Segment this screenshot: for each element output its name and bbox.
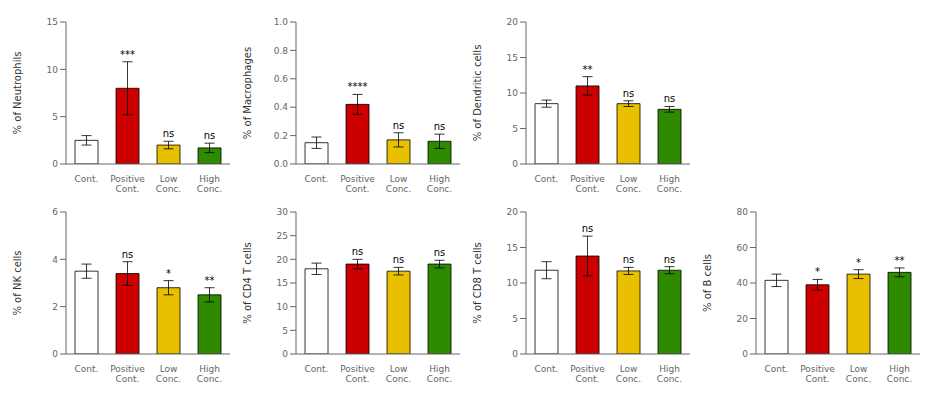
svg-text:80: 80 — [737, 207, 749, 217]
svg-text:20: 20 — [507, 17, 519, 27]
svg-text:% of Macrophages: % of Macrophages — [242, 47, 253, 139]
svg-text:15: 15 — [507, 53, 518, 63]
svg-text:ns: ns — [434, 121, 446, 132]
svg-text:ns: ns — [204, 130, 216, 141]
svg-text:****: **** — [348, 81, 368, 92]
svg-text:PositiveCont.: PositiveCont. — [570, 364, 605, 384]
svg-text:5: 5 — [512, 314, 518, 324]
svg-text:15: 15 — [507, 243, 518, 253]
svg-text:Cont.: Cont. — [535, 364, 559, 374]
svg-text:60: 60 — [737, 243, 749, 253]
svg-text:0.4: 0.4 — [274, 102, 289, 112]
svg-text:*: * — [856, 257, 861, 268]
svg-text:20: 20 — [277, 255, 289, 265]
svg-text:*: * — [166, 268, 171, 279]
svg-text:**: ** — [583, 64, 593, 75]
svg-text:30: 30 — [277, 207, 289, 217]
svg-text:ns: ns — [623, 254, 635, 265]
svg-text:ns: ns — [352, 246, 364, 257]
svg-text:Cont.: Cont. — [535, 174, 559, 184]
svg-text:% of NK cells: % of NK cells — [12, 250, 23, 315]
svg-text:0.2: 0.2 — [274, 131, 288, 141]
svg-text:5: 5 — [52, 112, 58, 122]
svg-text:10: 10 — [277, 302, 289, 312]
svg-text:ns: ns — [122, 249, 134, 260]
svg-text:25: 25 — [277, 231, 288, 241]
svg-text:PositiveCont.: PositiveCont. — [110, 364, 145, 384]
svg-text:PositiveCont.: PositiveCont. — [340, 364, 375, 384]
svg-text:PositiveCont.: PositiveCont. — [340, 174, 375, 194]
svg-text:10: 10 — [507, 278, 519, 288]
svg-text:HighConc.: HighConc. — [657, 364, 682, 384]
svg-text:LowConc.: LowConc. — [386, 174, 411, 194]
svg-text:0.6: 0.6 — [274, 74, 289, 84]
svg-text:ns: ns — [393, 120, 405, 131]
svg-text:15: 15 — [277, 278, 288, 288]
svg-text:HighConc.: HighConc. — [197, 364, 222, 384]
svg-text:Cont.: Cont. — [765, 364, 789, 374]
svg-text:HighConc.: HighConc. — [427, 174, 452, 194]
svg-text:4: 4 — [52, 255, 58, 265]
svg-text:0: 0 — [742, 349, 748, 359]
svg-text:ns: ns — [623, 88, 635, 99]
svg-text:% of CD4 T cells: % of CD4 T cells — [242, 242, 253, 323]
svg-text:LowConc.: LowConc. — [386, 364, 411, 384]
svg-text:% of CD8 T cells: % of CD8 T cells — [472, 242, 483, 323]
svg-text:40: 40 — [737, 278, 749, 288]
svg-text:ns: ns — [393, 254, 405, 265]
svg-text:0: 0 — [52, 349, 58, 359]
svg-text:Cont.: Cont. — [305, 174, 329, 184]
svg-text:2: 2 — [52, 302, 58, 312]
svg-text:*: * — [815, 266, 820, 277]
svg-text:0: 0 — [282, 349, 288, 359]
svg-text:ns: ns — [664, 93, 676, 104]
svg-text:Cont.: Cont. — [305, 364, 329, 374]
svg-text:20: 20 — [737, 314, 749, 324]
svg-text:Cont.: Cont. — [75, 174, 99, 184]
svg-text:ns: ns — [163, 128, 175, 139]
svg-text:PositiveCont.: PositiveCont. — [570, 174, 605, 194]
svg-text:0: 0 — [52, 159, 58, 169]
svg-text:6: 6 — [52, 207, 58, 217]
svg-text:ns: ns — [664, 254, 676, 265]
svg-text:5: 5 — [282, 326, 288, 336]
svg-text:**: ** — [205, 275, 215, 286]
svg-text:LowConc.: LowConc. — [616, 174, 641, 194]
svg-text:HighConc.: HighConc. — [657, 174, 682, 194]
svg-text:5: 5 — [512, 124, 518, 134]
svg-text:HighConc.: HighConc. — [197, 174, 222, 194]
svg-text:20: 20 — [507, 207, 519, 217]
svg-text:ns: ns — [582, 223, 594, 234]
svg-text:10: 10 — [507, 88, 519, 98]
svg-text:ns: ns — [434, 247, 446, 258]
svg-text:1.0: 1.0 — [274, 17, 289, 27]
svg-text:LowConc.: LowConc. — [156, 174, 181, 194]
svg-text:% of Dendritic cells: % of Dendritic cells — [472, 45, 483, 142]
svg-text:10: 10 — [47, 65, 59, 75]
svg-text:PositiveCont.: PositiveCont. — [110, 174, 145, 194]
svg-text:0: 0 — [512, 349, 518, 359]
svg-text:**: ** — [895, 255, 905, 266]
svg-text:HighConc.: HighConc. — [427, 364, 452, 384]
svg-text:0: 0 — [512, 159, 518, 169]
svg-text:LowConc.: LowConc. — [846, 364, 871, 384]
svg-text:LowConc.: LowConc. — [616, 364, 641, 384]
svg-text:15: 15 — [47, 17, 58, 27]
svg-text:0.0: 0.0 — [274, 159, 289, 169]
svg-text:0.8: 0.8 — [274, 46, 289, 56]
svg-text:***: *** — [120, 49, 135, 60]
svg-text:LowConc.: LowConc. — [156, 364, 181, 384]
svg-text:% of B cells: % of B cells — [702, 254, 713, 312]
svg-text:PositiveCont.: PositiveCont. — [800, 364, 835, 384]
svg-text:HighConc.: HighConc. — [887, 364, 912, 384]
svg-text:Cont.: Cont. — [75, 364, 99, 374]
svg-text:% of Neutrophils: % of Neutrophils — [12, 52, 23, 135]
